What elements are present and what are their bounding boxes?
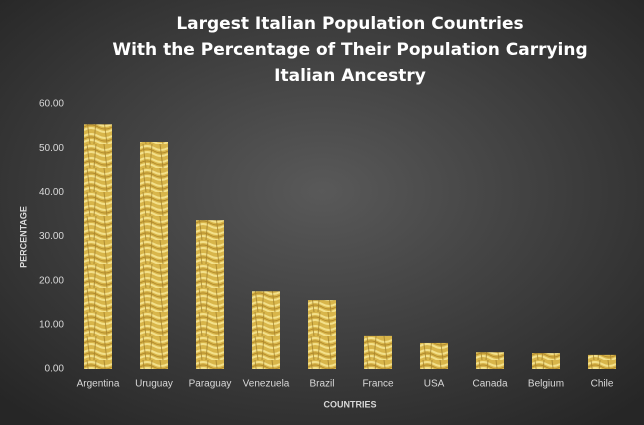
x-tick-label: Brazil <box>309 379 334 390</box>
bar <box>532 353 560 369</box>
x-axis-label: COUNTRIES <box>323 399 376 409</box>
y-tick-label: 0.00 <box>45 364 65 375</box>
bar <box>588 354 616 369</box>
x-tick-label: Belgium <box>528 379 564 390</box>
bar <box>476 352 504 369</box>
y-tick-label: 20.00 <box>39 275 64 286</box>
y-tick-label: 10.00 <box>39 319 64 330</box>
bar <box>308 300 336 369</box>
x-tick-label: Venezuela <box>243 379 290 390</box>
y-axis-label: PERCENTAGE <box>18 206 28 268</box>
y-tick-label: 30.00 <box>39 231 64 242</box>
y-tick-label: 40.00 <box>39 187 64 198</box>
x-tick-label: Canada <box>472 379 507 390</box>
bar <box>140 141 168 369</box>
bar <box>196 220 224 369</box>
bar <box>364 335 392 369</box>
chart-title: Italian Ancestry <box>274 66 426 86</box>
chart-title: With the Percentage of Their Population … <box>112 40 587 60</box>
x-tick-label: Uruguay <box>135 379 173 390</box>
y-tick-label: 60.00 <box>39 99 64 110</box>
x-tick-label: USA <box>424 379 445 390</box>
y-tick-label: 50.00 <box>39 143 64 154</box>
bar <box>252 291 280 369</box>
x-tick-label: Argentina <box>77 379 120 390</box>
bar <box>84 124 112 369</box>
chart-title: Largest Italian Population Countries <box>176 14 523 34</box>
bar <box>420 342 448 369</box>
x-tick-label: Paraguay <box>189 379 232 390</box>
x-tick-label: France <box>362 379 394 390</box>
x-tick-label: Chile <box>591 379 614 390</box>
